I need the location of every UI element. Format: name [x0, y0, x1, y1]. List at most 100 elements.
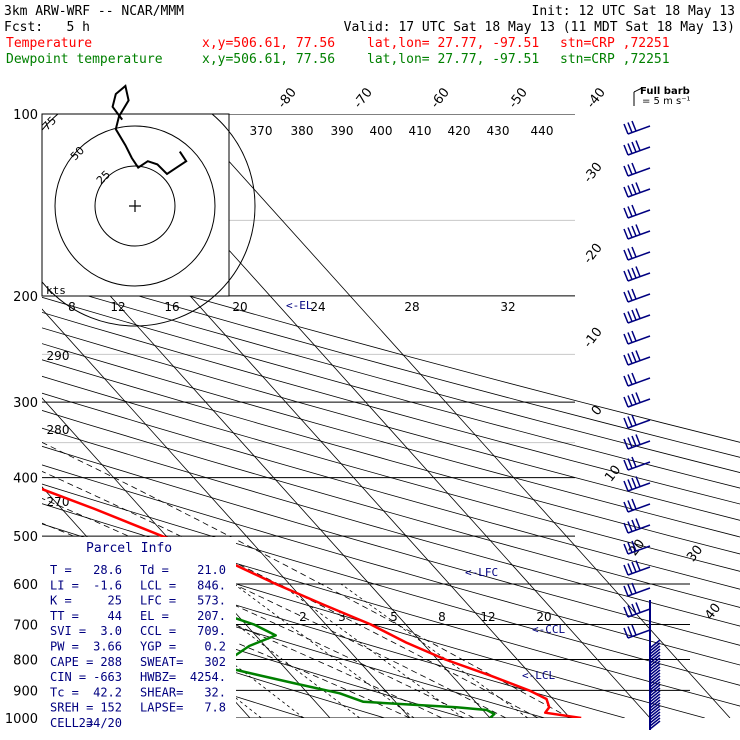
- parcel-info-cell: Td =: [140, 563, 169, 577]
- dry-adiabat: [42, 343, 740, 538]
- parcel-info-cell: 32.: [204, 685, 226, 699]
- wind-barb: [649, 675, 661, 685]
- wind-barb: [623, 372, 651, 387]
- wind-barb: [649, 666, 661, 676]
- theta-label: 390: [331, 124, 354, 138]
- barb-legend-units: = 5 m s⁻¹: [642, 96, 691, 107]
- parcel-info-cell: 21.0: [197, 563, 226, 577]
- legend-dewpoint-label: Dewpoint temperature: [6, 52, 163, 67]
- parcel-info-cell: 302: [204, 655, 226, 669]
- valid-time: Valid: 17 UTC Sat 18 May 13 (11 MDT Sat …: [344, 20, 735, 35]
- speed-tick-label: 8: [68, 300, 76, 314]
- theta-label: 410: [409, 124, 432, 138]
- isotherm: [0, 114, 10, 718]
- parcel-info-cell: 28.6: [93, 563, 122, 577]
- isotherm-label: -70: [351, 85, 376, 111]
- wind-barb: [649, 660, 661, 670]
- dry-adiabat: [42, 296, 740, 489]
- hodograph-trace: [111, 84, 188, 176]
- wind-barbs: [623, 120, 661, 730]
- wind-barb: [623, 476, 651, 492]
- parcel-info-cell: 234/20: [79, 716, 122, 730]
- parcel-info-cell: CIN =: [50, 670, 86, 684]
- pressure-label: 600: [13, 578, 38, 593]
- dry-adiabat: [42, 375, 740, 572]
- dry-adiabat: [42, 311, 740, 505]
- parcel-info-cell: Tc =: [50, 685, 79, 699]
- theta-label: 290: [47, 349, 70, 363]
- parcel-info-cell: 0.2: [204, 640, 226, 654]
- speed-tick-label: 28: [404, 300, 419, 314]
- dry-adiabat: [42, 610, 385, 718]
- init-time: Init: 12 UTC Sat 18 May 13: [532, 4, 736, 19]
- isotherm-label: -60: [428, 85, 453, 111]
- isotherm-label: 40: [702, 601, 724, 623]
- mixing-ratio-label: 3: [338, 610, 346, 624]
- speed-tick-label: 12: [110, 300, 125, 314]
- wind-barb: [649, 699, 661, 709]
- parcel-info-cell: LAPSE=: [140, 701, 183, 715]
- mixing-ratio-label: 5: [390, 610, 398, 624]
- mixing-ratio-label: 8: [438, 610, 446, 624]
- wind-barb: [623, 204, 651, 219]
- lfc-marker: <-LFC: [465, 566, 498, 579]
- pressure-label: 700: [13, 618, 38, 633]
- temperature-profile: [42, 487, 582, 718]
- parcel-info-cell: 288: [100, 655, 122, 669]
- wind-barb: [649, 645, 661, 655]
- wind-barb: [623, 456, 651, 471]
- dry-adiabat: [42, 483, 740, 686]
- wind-barb: [649, 648, 661, 658]
- wind-barb: [623, 162, 651, 177]
- forecast-label: Fcst:: [4, 20, 43, 35]
- wind-barb: [623, 602, 651, 618]
- mixing-ratio-line: [233, 583, 415, 718]
- wind-barb: [623, 350, 651, 366]
- dry-adiabat: [42, 427, 740, 627]
- wind-barb: [649, 708, 661, 718]
- wind-barb: [623, 120, 651, 135]
- pressure-label: 300: [13, 396, 38, 411]
- wind-barb: [623, 518, 651, 534]
- parcel-info-cell: SHEAR=: [140, 685, 183, 699]
- parcel-info-cell: T =: [50, 563, 72, 577]
- isotherm-label: -40: [584, 85, 609, 111]
- dry-adiabat: [42, 464, 740, 666]
- legend-temperature-stn: stn=CRP ,72251: [560, 36, 670, 51]
- isotherm-label: 10: [602, 463, 624, 485]
- wind-barb: [649, 693, 661, 703]
- parcel-info-cell: CAPE =: [50, 655, 93, 669]
- wind-barb: [623, 330, 651, 345]
- speed-tick-label: 20: [232, 300, 247, 314]
- parcel-info-cell: TT =: [50, 609, 79, 623]
- forecast-value: 5 h: [67, 20, 90, 35]
- profiles: [42, 487, 582, 718]
- dry-adiabat: [42, 410, 740, 608]
- isotherm: [42, 397, 331, 718]
- wind-barb: [623, 624, 651, 639]
- parcel-info-cell: YGP =: [140, 640, 176, 654]
- wind-barb: [649, 705, 661, 715]
- dry-adiabat: [42, 267, 740, 458]
- dry-adiabat: [42, 587, 465, 718]
- wind-barb: [649, 657, 661, 667]
- barb-legend-title: Full barb: [640, 86, 690, 97]
- wind-barb: [649, 639, 661, 649]
- model-title: 3km ARW-WRF -- NCAR/MMM: [4, 4, 184, 19]
- wind-barb: [649, 678, 661, 688]
- dry-adiabat: [42, 253, 740, 443]
- theta-label: 440: [531, 124, 554, 138]
- parcel-info-cell: 709.: [197, 624, 226, 638]
- legend-dewpoint-stn: stn=CRP ,72251: [560, 52, 670, 67]
- wind-barb: [649, 720, 661, 730]
- isotherm: [186, 114, 731, 718]
- theta-label: 430: [487, 124, 510, 138]
- parcel-info-cell: 4254.: [190, 670, 226, 684]
- pressure-label: 200: [13, 290, 38, 305]
- skewt-background: [0, 114, 740, 718]
- legend-dewpoint-latlon: lat,lon= 27.77, -97.51: [367, 52, 539, 67]
- parcel-info-cell: SWEAT=: [140, 655, 183, 669]
- parcel-info-cell: LI =: [50, 578, 79, 592]
